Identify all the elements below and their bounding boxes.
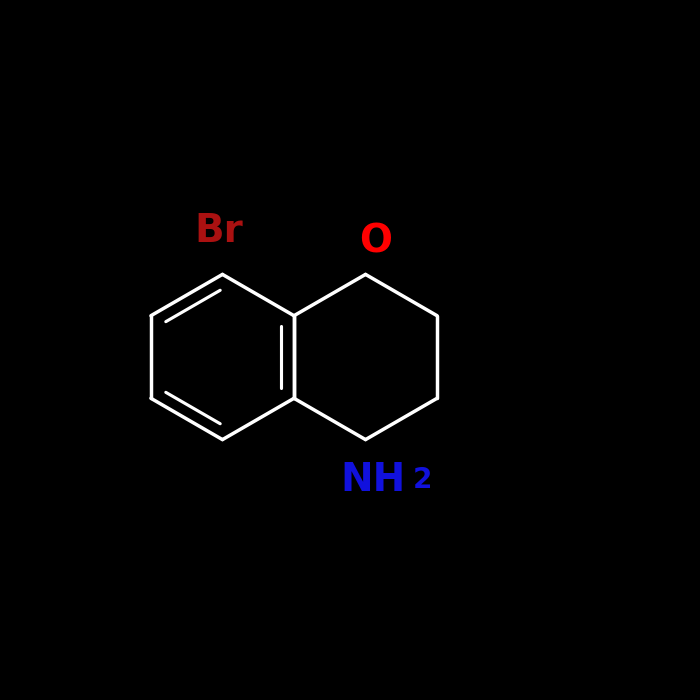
Text: NH: NH bbox=[340, 461, 405, 498]
Text: 2: 2 bbox=[413, 466, 433, 494]
Text: O: O bbox=[360, 223, 393, 260]
Text: Br: Br bbox=[195, 212, 244, 250]
